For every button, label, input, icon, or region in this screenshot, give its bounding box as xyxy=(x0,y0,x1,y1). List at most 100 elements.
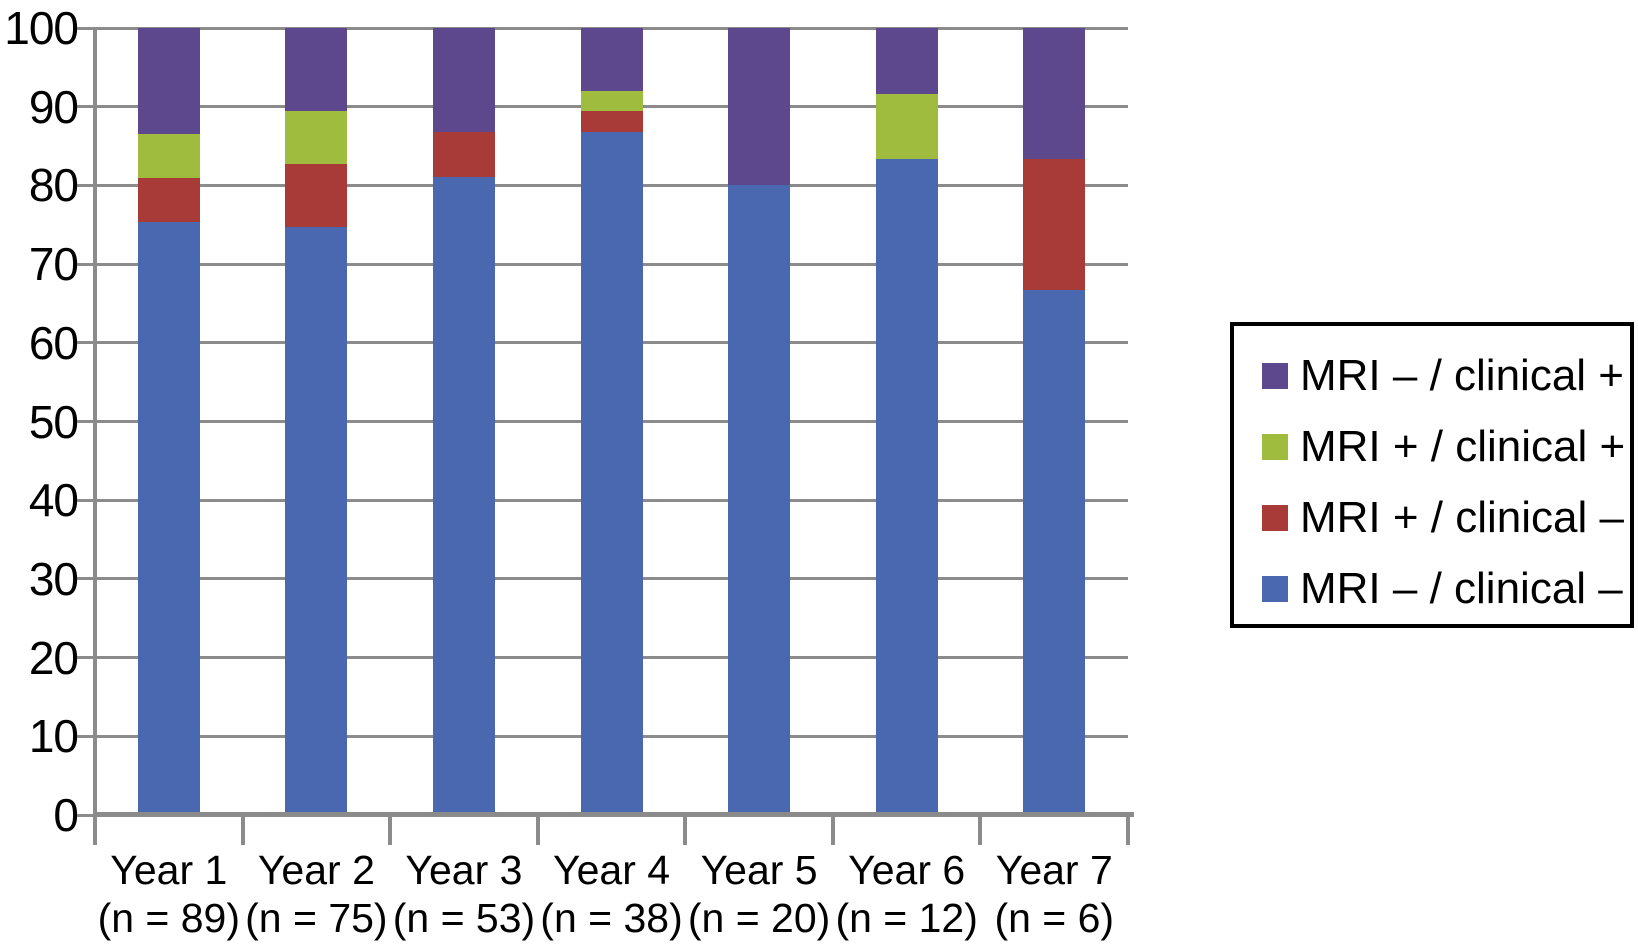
bar-segment xyxy=(875,94,938,160)
bar-cell-2 xyxy=(243,28,391,815)
blue-swatch xyxy=(1262,575,1288,602)
legend-label: MRI + / clinical + xyxy=(1300,421,1626,471)
bar-segment xyxy=(285,227,348,815)
legend-label: MRI – / clinical – xyxy=(1300,563,1623,613)
x-label-year: Year 4 xyxy=(553,847,671,893)
bar-segment xyxy=(1023,290,1086,815)
y-tick-label-0: 0 xyxy=(53,789,79,841)
stacked-bar-year-3 xyxy=(432,28,495,815)
y-tick-50 xyxy=(77,420,95,423)
x-tick-5 xyxy=(830,815,835,845)
bar-cell-6 xyxy=(833,28,981,815)
bar-segment xyxy=(728,28,791,186)
y-tick-label-100: 100 xyxy=(4,2,79,54)
bar-cell-4 xyxy=(538,28,686,815)
x-label-n: (n = 75) xyxy=(245,895,388,941)
legend-item-1: MRI – / clinical + xyxy=(1262,350,1630,400)
stacked-bar-year-2 xyxy=(285,28,348,815)
y-tick-60 xyxy=(77,341,95,345)
y-tick-30 xyxy=(77,577,95,581)
bar-segment xyxy=(580,90,643,112)
bar-segment xyxy=(137,222,200,815)
y-tick-label-30: 30 xyxy=(28,552,79,605)
bars-container xyxy=(95,28,1128,815)
plot-area xyxy=(77,26,1134,845)
bar-segment xyxy=(285,111,348,165)
red-swatch xyxy=(1262,504,1288,531)
y-tick-label-50: 50 xyxy=(28,395,79,448)
bar-segment xyxy=(432,28,495,132)
purple-swatch xyxy=(1262,362,1288,389)
bar-segment xyxy=(285,164,348,228)
x-label-n: (n = 53) xyxy=(392,895,536,941)
legend-item-2: MRI + / clinical + xyxy=(1262,421,1630,471)
y-tick-label-20: 20 xyxy=(28,631,79,684)
legend-item-3: MRI + / clinical – xyxy=(1262,493,1630,542)
legend: MRI – / clinical + MRI + / clinical + MRI … xyxy=(1230,322,1634,628)
legend-label: MRI – / clinical + xyxy=(1300,350,1624,400)
bar-segment xyxy=(137,28,200,135)
stacked-bar-year-1 xyxy=(137,28,200,815)
x-label-n: (n = 12) xyxy=(835,895,978,941)
x-label-year: Year 2 xyxy=(257,847,375,893)
bar-segment xyxy=(875,28,938,95)
x-axis-labels: Year 1 (n = 89) Year 2 (n = 75) Year 3 (n = 5… xyxy=(95,846,1128,942)
x-tick-0 xyxy=(93,815,97,845)
x-label-year: Year 3 xyxy=(405,847,523,893)
y-axis-labels: 0 10 20 30 40 50 60 70 80 90 100 xyxy=(0,5,79,838)
y-tick-label-90: 90 xyxy=(28,80,79,133)
x-label-n: (n = 89) xyxy=(97,895,241,941)
bar-segment xyxy=(432,131,495,177)
stacked-bar-year-6 xyxy=(875,28,938,815)
bar-cell-1 xyxy=(95,28,243,815)
x-label-year: Year 7 xyxy=(995,847,1113,893)
x-category-label-6: Year 6 (n = 12) xyxy=(833,846,981,942)
bar-cell-7 xyxy=(980,28,1128,815)
x-label-year: Year 5 xyxy=(700,847,818,893)
y-tick-0 xyxy=(77,813,95,817)
stacked-bar-year-7 xyxy=(1023,28,1086,815)
y-tick-10 xyxy=(77,734,95,738)
y-tick-label-40: 40 xyxy=(28,474,79,527)
bar-segment xyxy=(1023,158,1086,291)
legend-item-4: MRI – / clinical – xyxy=(1262,563,1630,613)
x-category-label-3: Year 3 (n = 53) xyxy=(390,846,538,942)
green-swatch xyxy=(1262,433,1288,460)
x-tick-1 xyxy=(240,815,245,845)
x-category-label-7: Year 7 (n = 6) xyxy=(980,846,1128,942)
bar-segment xyxy=(875,159,938,815)
y-tick-40 xyxy=(77,498,95,502)
x-label-year: Year 1 xyxy=(110,847,228,893)
y-tick-100 xyxy=(77,26,95,30)
y-axis-line xyxy=(93,28,97,818)
x-axis-line xyxy=(93,812,1134,817)
bar-cell-3 xyxy=(390,28,538,815)
x-label-n: (n = 20) xyxy=(687,895,831,941)
bar-segment xyxy=(137,134,200,179)
gridline-100 xyxy=(95,26,1128,30)
bar-segment xyxy=(728,185,791,815)
y-tick-80 xyxy=(77,183,95,187)
x-tick-3 xyxy=(535,815,540,845)
y-tick-90 xyxy=(77,105,95,109)
y-tick-label-70: 70 xyxy=(28,238,79,291)
y-tick-20 xyxy=(77,656,95,660)
stacked-bar-year-4 xyxy=(580,28,643,815)
bar-segment xyxy=(1023,28,1086,159)
bar-segment xyxy=(580,111,643,132)
y-tick-label-10: 10 xyxy=(28,710,79,763)
y-tick-label-60: 60 xyxy=(28,316,79,369)
x-category-label-1: Year 1 (n = 89) xyxy=(95,846,243,942)
y-tick-label-80: 80 xyxy=(28,159,79,212)
bar-segment xyxy=(137,178,200,223)
bar-cell-5 xyxy=(685,28,833,815)
x-tick-7 xyxy=(1126,815,1130,845)
x-category-label-4: Year 4 (n = 38) xyxy=(538,846,686,942)
x-tick-6 xyxy=(978,815,983,845)
bar-segment xyxy=(580,28,643,91)
bar-segment xyxy=(285,28,348,112)
x-label-n: (n = 6) xyxy=(994,895,1115,941)
x-category-label-5: Year 5 (n = 20) xyxy=(685,846,833,942)
y-tick-70 xyxy=(77,262,95,266)
